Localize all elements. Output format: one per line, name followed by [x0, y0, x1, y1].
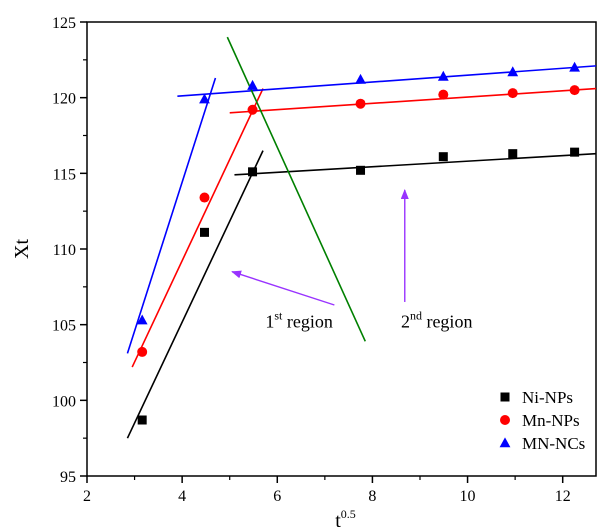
- region-label-sup: st: [274, 309, 283, 323]
- fit-line: [177, 65, 597, 97]
- x-tick-label: 2: [83, 488, 91, 505]
- y-tick-label: 100: [52, 393, 76, 410]
- region-label-text: region: [422, 312, 472, 332]
- region-label-number: 2: [401, 312, 410, 332]
- region-label: 1st region: [265, 309, 333, 332]
- data-point-mn-ncs: [507, 66, 519, 77]
- data-point-mn-nps: [355, 98, 366, 109]
- data-point-mn-ncs: [437, 70, 449, 81]
- fit-line: [126, 77, 217, 354]
- plot-frame: [86, 21, 597, 477]
- x-axis-label-base: t: [335, 510, 341, 531]
- fit-lines: [126, 65, 597, 439]
- y-tick-label: 105: [52, 318, 76, 335]
- legend-marker-mn-ncs: [499, 437, 511, 448]
- data-point-ni-nps: [199, 227, 209, 237]
- fit-line: [229, 87, 597, 114]
- data-point-mn-ncs: [136, 314, 148, 325]
- y-tick-label: 95: [60, 469, 76, 486]
- data-point-mn-nps: [438, 89, 449, 100]
- y-tick-label: 110: [53, 242, 76, 259]
- data-point-ni-nps: [248, 167, 258, 177]
- x-tick-label: 12: [555, 488, 571, 505]
- data-points: [136, 61, 580, 425]
- fit-line: [126, 150, 264, 439]
- data-point-mn-ncs: [199, 93, 210, 104]
- y-tick-label: 120: [52, 91, 76, 108]
- data-point-mn-nps: [569, 85, 580, 96]
- legend-label: Mn-NPs: [522, 411, 580, 430]
- legend-marker-mn-nps: [500, 415, 510, 425]
- data-point-ni-nps: [570, 147, 580, 157]
- fit-line: [131, 88, 264, 368]
- data-point-ni-nps: [137, 415, 147, 425]
- data-point-mn-ncs: [247, 79, 258, 90]
- data-point-mn-nps: [507, 88, 518, 99]
- y-tick-label: 125: [52, 15, 76, 32]
- legend: Ni-NPs Mn-NPs MN-NCs: [499, 388, 585, 453]
- plot-border: [86, 21, 597, 477]
- annotation-arrow: [231, 270, 335, 306]
- annotations: 1st region 2nd region: [231, 188, 472, 332]
- x-tick-label: 6: [273, 488, 281, 505]
- region-label-sup: nd: [410, 309, 422, 323]
- x-axis-label: t0.5: [335, 507, 356, 531]
- data-point-ni-nps: [438, 152, 448, 162]
- data-point-ni-nps: [356, 165, 366, 175]
- x-tick-label: 4: [178, 488, 186, 505]
- region-label-number: 1: [265, 312, 274, 332]
- data-point-mn-nps: [137, 346, 148, 357]
- legend-marker-ni-nps: [500, 392, 510, 402]
- data-point-ni-nps: [508, 149, 518, 159]
- region-divider: [226, 36, 367, 342]
- x-axis-label-sup: 0.5: [341, 507, 356, 521]
- data-point-mn-nps: [247, 104, 258, 115]
- divider-line: [226, 36, 367, 342]
- x-tick-label: 10: [460, 488, 476, 505]
- data-point-mn-nps: [199, 192, 210, 203]
- legend-label: Ni-NPs: [522, 388, 573, 407]
- data-point-mn-ncs: [569, 61, 580, 72]
- fit-line: [234, 152, 597, 176]
- y-axis-label: Xt: [11, 239, 33, 259]
- region-label-text: region: [282, 312, 332, 332]
- region-label: 2nd region: [401, 309, 472, 332]
- y-tick-label: 115: [53, 166, 76, 183]
- data-point-mn-ncs: [355, 73, 366, 84]
- legend-label: MN-NCs: [522, 434, 585, 453]
- x-tick-label: 8: [368, 488, 376, 505]
